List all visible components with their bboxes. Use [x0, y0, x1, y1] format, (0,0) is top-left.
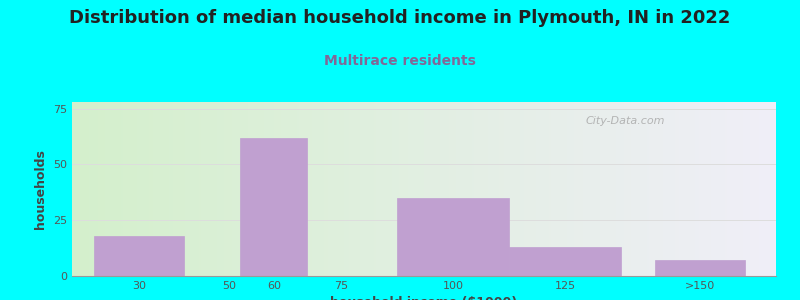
- Bar: [397, 198, 509, 276]
- Y-axis label: households: households: [34, 149, 47, 229]
- X-axis label: household income ($1000): household income ($1000): [330, 296, 518, 300]
- Bar: [240, 138, 307, 276]
- Bar: [655, 260, 745, 276]
- Text: City-Data.com: City-Data.com: [586, 116, 666, 126]
- Bar: [94, 236, 184, 276]
- Bar: [509, 247, 622, 276]
- Text: Multirace residents: Multirace residents: [324, 54, 476, 68]
- Text: Distribution of median household income in Plymouth, IN in 2022: Distribution of median household income …: [70, 9, 730, 27]
